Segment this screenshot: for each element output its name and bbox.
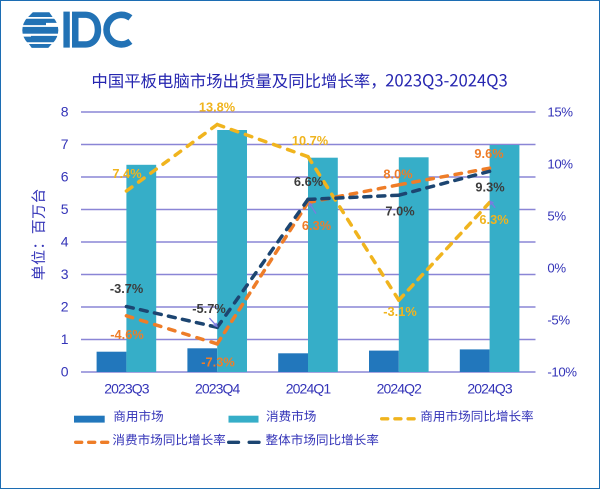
svg-text:2024Q3: 2024Q3 [467,380,513,396]
svg-text:6.6%: 6.6% [294,174,324,189]
svg-text:-3.7%: -3.7% [110,281,144,296]
svg-text:9.6%: 9.6% [474,146,504,161]
svg-text:2024Q2: 2024Q2 [377,380,423,396]
svg-text:-4.6%: -4.6% [110,327,144,342]
svg-text:2023Q4: 2023Q4 [195,380,241,396]
svg-text:6.3%: 6.3% [302,218,332,233]
svg-text:9.3%: 9.3% [475,180,505,195]
svg-text:-5.7%: -5.7% [192,301,226,316]
svg-text:0: 0 [61,363,69,379]
svg-text:6.3%: 6.3% [479,212,509,227]
svg-text:8.0%: 8.0% [383,167,413,182]
svg-text:0%: 0% [547,260,566,275]
svg-text:10%: 10% [547,156,573,171]
svg-text:4: 4 [61,233,69,249]
svg-text:15%: 15% [547,104,573,119]
svg-text:1: 1 [61,331,69,347]
svg-text:8: 8 [61,103,69,119]
svg-text:2023Q3: 2023Q3 [104,380,150,396]
svg-text:13.8%: 13.8% [199,100,236,115]
svg-text:-5%: -5% [547,312,570,327]
svg-text:-3.1%: -3.1% [383,304,417,319]
svg-text:3: 3 [61,266,69,282]
svg-text:7.4%: 7.4% [112,166,142,181]
svg-text:2024Q1: 2024Q1 [286,380,332,396]
svg-text:7: 7 [61,136,69,152]
svg-text:2: 2 [61,298,69,314]
svg-text:-10%: -10% [547,364,577,379]
svg-text:5%: 5% [547,208,566,223]
svg-text:-7.3%: -7.3% [201,355,235,370]
svg-text:5: 5 [61,201,69,217]
svg-text:7.0%: 7.0% [385,204,415,219]
svg-text:10.7%: 10.7% [292,133,329,148]
svg-text:6: 6 [61,168,69,184]
